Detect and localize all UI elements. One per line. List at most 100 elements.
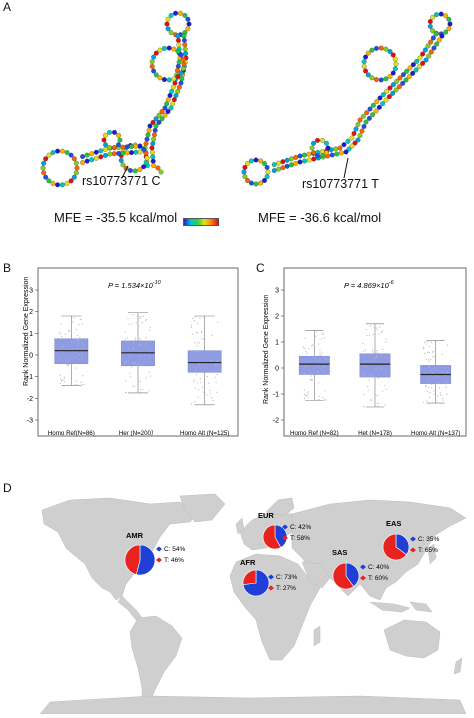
- data-point: [384, 384, 386, 387]
- nucleotide: [102, 146, 108, 152]
- data-point: [374, 357, 376, 359]
- data-point: [212, 400, 214, 402]
- panel-d-label: D: [3, 481, 12, 495]
- data-point: [307, 393, 309, 395]
- nucleotide: [387, 85, 393, 91]
- data-point: [432, 350, 434, 352]
- nucleotide: [169, 88, 175, 94]
- legend-marker-t: [410, 547, 416, 553]
- data-point: [191, 333, 194, 335]
- data-point: [427, 378, 429, 380]
- allele-t-label: T: 58%: [290, 535, 310, 542]
- data-point: [368, 334, 371, 337]
- nucleotide: [98, 148, 104, 154]
- nucleotide: [103, 132, 108, 138]
- nucleotide: [439, 33, 445, 39]
- data-point: [366, 366, 368, 368]
- nucleotide: [46, 152, 52, 158]
- region-label: EAS: [386, 519, 401, 528]
- nucleotide: [156, 112, 162, 118]
- nucleotide: [392, 56, 398, 62]
- data-point: [314, 335, 317, 337]
- data-point: [309, 379, 311, 381]
- nucleotide: [262, 178, 267, 183]
- data-point: [305, 350, 307, 352]
- nucleotide: [302, 158, 308, 164]
- nucleotide: [367, 106, 373, 112]
- data-point: [139, 316, 141, 318]
- nucleotide: [143, 141, 149, 147]
- data-point: [437, 395, 439, 397]
- pie-slice-c: [395, 533, 410, 556]
- data-point: [76, 380, 78, 382]
- data-point: [307, 396, 309, 398]
- nucleotide: [43, 174, 49, 180]
- data-point: [201, 403, 203, 406]
- data-point: [306, 352, 308, 354]
- nucleotide: [420, 51, 426, 57]
- nucleotide: [377, 95, 383, 101]
- data-point: [148, 390, 150, 392]
- data-point: [303, 365, 305, 367]
- nucleotide: [426, 53, 432, 59]
- data-point: [429, 396, 431, 399]
- rna-structure-right: [241, 11, 453, 187]
- nucleotide: [345, 138, 351, 144]
- data-point: [440, 394, 442, 396]
- nucleotide: [400, 72, 406, 78]
- data-point: [203, 391, 205, 393]
- data-point: [375, 393, 377, 396]
- nucleotide: [41, 170, 47, 176]
- data-point: [75, 367, 77, 369]
- nucleotide: [374, 99, 380, 105]
- data-point: [142, 315, 144, 317]
- data-point: [437, 382, 439, 384]
- nucleotide: [171, 97, 177, 103]
- data-point: [78, 354, 80, 356]
- nucleotide: [338, 150, 344, 156]
- data-point: [198, 342, 200, 344]
- data-point: [364, 349, 367, 351]
- data-point: [134, 337, 137, 339]
- data-point: [438, 387, 440, 389]
- nucleotide: [64, 150, 70, 155]
- data-point: [446, 371, 448, 373]
- nucleotide: [383, 76, 389, 82]
- data-point: [320, 368, 322, 370]
- nucleotide: [182, 42, 188, 48]
- data-point: [145, 336, 147, 339]
- data-point: [132, 314, 134, 316]
- y-tick-label: -1: [27, 374, 33, 381]
- y-tick-label: -2: [27, 396, 33, 403]
- data-point: [431, 386, 433, 389]
- nucleotide: [241, 169, 247, 175]
- nucleotide: [380, 92, 386, 98]
- data-point: [215, 381, 217, 383]
- data-point: [424, 372, 426, 374]
- data-point: [378, 333, 380, 335]
- data-point: [66, 364, 68, 366]
- region-label: AFR: [240, 558, 256, 567]
- data-point: [427, 351, 429, 353]
- data-point: [311, 345, 313, 347]
- data-point: [79, 337, 81, 339]
- data-point: [434, 340, 436, 343]
- data-point: [433, 390, 435, 392]
- nucleotide: [175, 33, 181, 39]
- data-point: [317, 343, 320, 345]
- nucleotide: [74, 165, 80, 171]
- nucleotide: [176, 84, 182, 90]
- nucleotide: [98, 154, 104, 160]
- nucleotide: [245, 161, 250, 166]
- nucleotide: [152, 127, 158, 133]
- nucleotide: [175, 37, 181, 43]
- data-point: [216, 391, 218, 393]
- nucleotide: [346, 146, 352, 152]
- snp-arrow: [343, 157, 349, 179]
- data-point: [365, 329, 367, 331]
- allele-c-label: C: 40%: [368, 564, 390, 571]
- data-point: [369, 375, 372, 377]
- nucleotide: [357, 133, 363, 138]
- nucleotide: [141, 164, 147, 170]
- data-point: [377, 405, 379, 407]
